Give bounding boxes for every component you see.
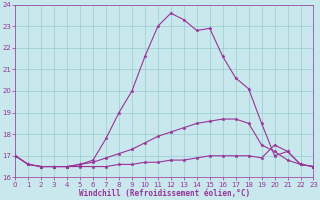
X-axis label: Windchill (Refroidissement éolien,°C): Windchill (Refroidissement éolien,°C) [79, 189, 250, 198]
